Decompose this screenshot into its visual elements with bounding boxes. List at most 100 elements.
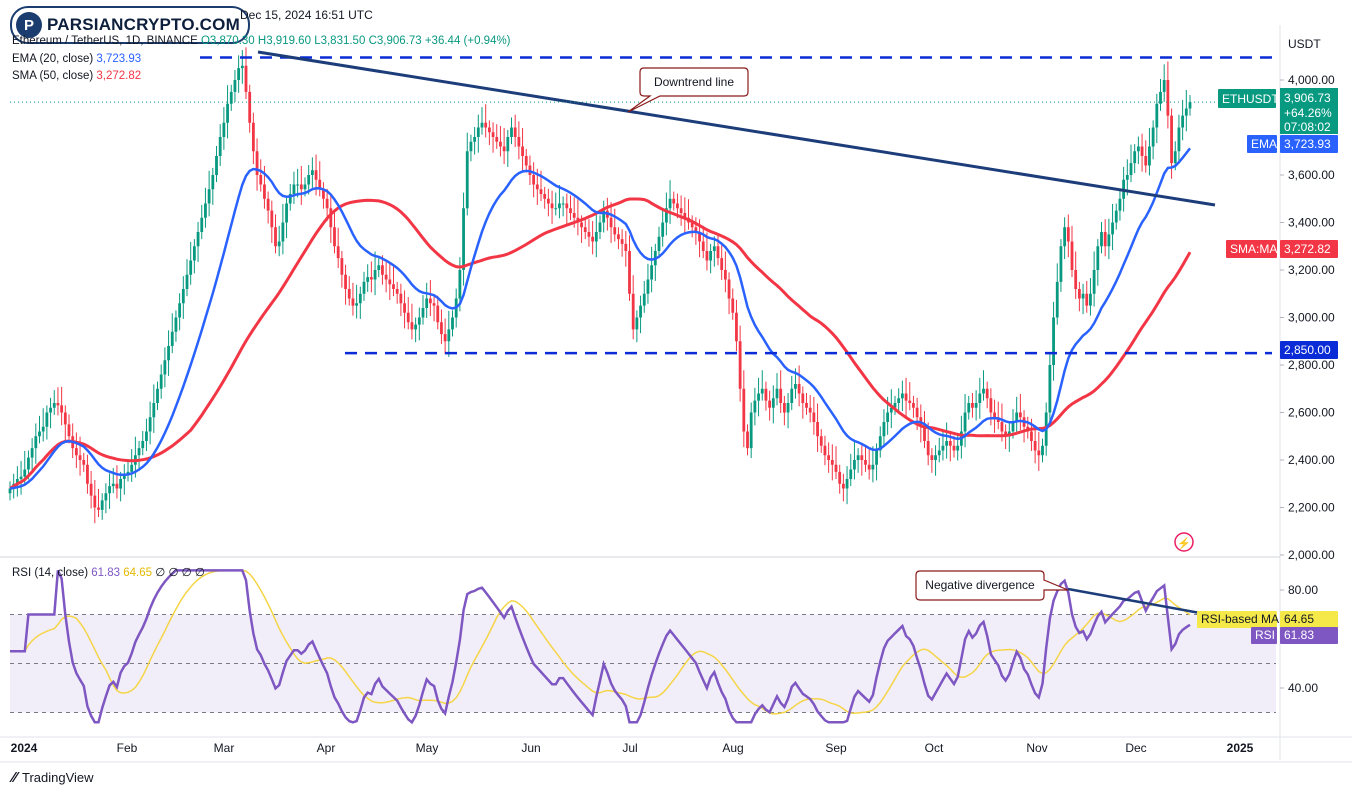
rsi-ma-tag-value: 64.65 bbox=[1280, 611, 1338, 628]
candle-body bbox=[388, 279, 392, 285]
candle-body bbox=[945, 441, 949, 446]
candle-body bbox=[893, 403, 897, 408]
candle-body bbox=[384, 274, 388, 280]
candle-body bbox=[805, 403, 808, 408]
tradingview-label: TradingView bbox=[22, 770, 94, 785]
rsi-tag-label: RSI bbox=[1251, 627, 1277, 644]
candle-body bbox=[406, 312, 410, 323]
ema-tag-label-text: EMA bbox=[1251, 137, 1277, 151]
candle-body bbox=[1000, 422, 1004, 432]
candle-body bbox=[572, 213, 576, 218]
candle-body bbox=[790, 388, 794, 403]
candle-body bbox=[993, 412, 996, 418]
candle-body bbox=[639, 305, 642, 318]
ema-label: EMA (20, close) bbox=[12, 53, 94, 65]
candle-body bbox=[145, 431, 148, 441]
candle-body bbox=[1166, 80, 1170, 116]
candle-body bbox=[1136, 146, 1140, 152]
candle-body bbox=[207, 189, 211, 204]
rsi-value: 61.83 bbox=[91, 567, 121, 579]
candle-body bbox=[948, 441, 952, 446]
support-tag: 2,850.00 bbox=[1280, 341, 1338, 359]
ema-tag-label-box bbox=[1247, 135, 1277, 153]
rsi-tag-value-box bbox=[1280, 627, 1338, 644]
candle-body bbox=[676, 203, 679, 209]
x-tick-label: Oct bbox=[925, 741, 944, 755]
y-tick-label: 2,400.00 bbox=[1288, 453, 1335, 467]
candle-body bbox=[786, 403, 790, 413]
candle-body bbox=[1100, 232, 1103, 247]
candle-body bbox=[410, 322, 414, 330]
candle-body bbox=[45, 412, 49, 427]
candle-body bbox=[310, 170, 314, 175]
candle-body bbox=[8, 488, 12, 494]
candle-body bbox=[362, 281, 366, 294]
candle-body bbox=[819, 436, 823, 446]
candle-body bbox=[794, 384, 797, 389]
candle-body bbox=[853, 460, 856, 470]
candle-body bbox=[1055, 281, 1059, 318]
tradingview-brand[interactable]: ⁄⁄ TradingView bbox=[12, 769, 94, 786]
x-tick-label: Mar bbox=[214, 741, 235, 755]
candle-body bbox=[583, 227, 587, 232]
change-value: +36.44 (+0.94%) bbox=[424, 35, 511, 47]
candle-body bbox=[451, 317, 454, 330]
candle-body bbox=[229, 91, 233, 104]
candle-body bbox=[1004, 431, 1008, 437]
support-tag-box bbox=[1280, 341, 1338, 359]
candle-body bbox=[956, 445, 960, 451]
candle-body bbox=[1096, 246, 1100, 270]
candle-body bbox=[56, 403, 60, 406]
candle-body bbox=[277, 241, 281, 247]
candle-body bbox=[19, 476, 23, 479]
candle-body bbox=[1037, 450, 1041, 456]
candle-body bbox=[620, 239, 624, 244]
ema-tag-value-text: 3,723.93 bbox=[1284, 137, 1331, 151]
candle-body bbox=[1033, 441, 1037, 451]
candle-body bbox=[535, 184, 539, 190]
candle-body bbox=[333, 227, 336, 247]
candle-body bbox=[1081, 293, 1085, 299]
candle-body bbox=[587, 232, 591, 237]
candle-body bbox=[358, 293, 362, 304]
candle-body bbox=[521, 146, 524, 156]
candle-body bbox=[266, 198, 270, 211]
candle-body bbox=[248, 91, 252, 123]
candle-body bbox=[628, 251, 631, 294]
candle-body bbox=[694, 227, 698, 232]
candle-body bbox=[753, 400, 757, 413]
close-value: C3,906.73 bbox=[368, 35, 422, 47]
candle-body bbox=[152, 403, 156, 418]
candle-body bbox=[642, 293, 646, 306]
x-tick-label: Apr bbox=[317, 741, 336, 755]
candle-body bbox=[1140, 146, 1144, 156]
y-tick-label: 4,000.00 bbox=[1288, 73, 1335, 87]
candle-body bbox=[60, 405, 64, 413]
candle-body bbox=[609, 217, 613, 228]
candle-body bbox=[738, 341, 742, 389]
y-tick-label: 3,400.00 bbox=[1288, 216, 1335, 230]
candle-body bbox=[760, 388, 764, 394]
last-price-countdown: 07:08:02 bbox=[1284, 120, 1331, 134]
sma-line bbox=[9, 197, 1192, 490]
candle-body bbox=[816, 422, 819, 437]
candle-body bbox=[329, 208, 333, 228]
candle-body bbox=[74, 448, 78, 456]
divergence-callout-text: Negative divergence bbox=[925, 578, 1035, 592]
candle-body bbox=[373, 270, 377, 280]
candle-body bbox=[440, 322, 443, 335]
candle-body bbox=[104, 493, 108, 501]
candle-body bbox=[148, 417, 152, 432]
rsi-tick-label: 40.00 bbox=[1288, 681, 1318, 695]
x-tick-label: Nov bbox=[1026, 741, 1047, 755]
low-value: L3,831.50 bbox=[314, 35, 366, 47]
candle-body bbox=[1118, 198, 1122, 211]
candle-body bbox=[594, 232, 598, 242]
candle-body bbox=[912, 403, 915, 408]
candle-body bbox=[683, 213, 687, 218]
candle-body bbox=[871, 464, 875, 470]
candle-body bbox=[878, 436, 882, 451]
candle-body bbox=[480, 122, 484, 128]
candle-body bbox=[1048, 365, 1052, 413]
